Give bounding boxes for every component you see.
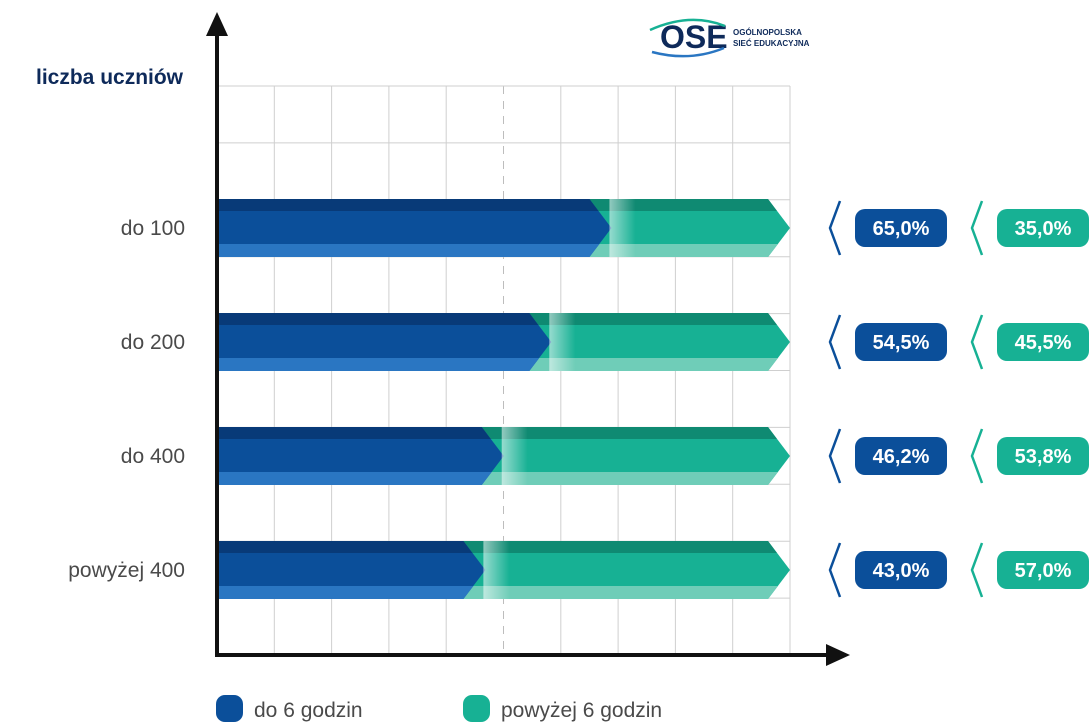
category-label: powyżej 400 (68, 559, 185, 582)
bar-series-1-top-facet (217, 427, 491, 439)
value-label-series-2: 53,8% (1015, 446, 1072, 468)
bar-series-2 (457, 427, 790, 485)
y-axis-arrow (206, 12, 228, 36)
value-badge-series-1 (855, 437, 947, 475)
value-badge-series-1 (855, 209, 947, 247)
value-label-series-2: 35,0% (1015, 218, 1072, 240)
bar-series-1-bottom-facet (217, 472, 492, 485)
legend-label-series-1: do 6 godzin (254, 699, 363, 722)
bar-series-1-bottom-facet (217, 244, 600, 257)
value-badge-series-1 (855, 551, 947, 589)
legend-item-series-1: do 6 godzin (216, 695, 363, 722)
bar-series-1-top-facet (217, 313, 539, 325)
bar-series-2-top-facet (457, 427, 777, 439)
value-label-series-1: 65,0% (873, 218, 930, 240)
badge-bracket-series-2 (970, 428, 984, 484)
badge-bracket-series-2 (970, 314, 984, 370)
badge-bracket-series-2 (970, 200, 984, 256)
value-label-series-1: 43,0% (873, 560, 930, 582)
bar-series-2 (505, 313, 790, 371)
badge-bracket-series-2 (970, 542, 984, 598)
bar-series-1 (217, 541, 486, 599)
legend-swatch-series-1 (216, 695, 243, 722)
axes (206, 12, 850, 666)
legend-label-series-2: powyżej 6 godzin (501, 699, 662, 722)
value-badge-series-1 (855, 323, 947, 361)
category-labels: do 100 do 200 do 400 powyżej 400 (68, 217, 185, 582)
badge-bracket-series-1 (828, 314, 842, 370)
value-label-series-2: 57,0% (1015, 560, 1072, 582)
logo-mark: OSE (660, 19, 728, 55)
value-label-series-2: 45,5% (1015, 332, 1072, 354)
badge-bracket-series-1 (828, 428, 842, 484)
bar-series-2-bottom-facet (505, 358, 778, 371)
legend: do 6 godzin powyżej 6 godzin (216, 695, 662, 722)
category-label: do 400 (121, 445, 185, 468)
logo-swoosh-top (649, 18, 726, 32)
bar-series-1-top-facet (217, 199, 599, 211)
value-badge-series-2 (997, 551, 1089, 589)
logo-line-1: OGÓLNOPOLSKA (733, 28, 802, 37)
y-axis-title: liczba uczniów (36, 66, 184, 89)
badge-bracket-series-1 (828, 200, 842, 256)
bar-series-1 (217, 427, 504, 485)
bar-series-1-bottom-facet (217, 586, 474, 599)
bar-series-2-bottom-facet (439, 586, 778, 599)
badge-bracket-series-1 (828, 542, 842, 598)
bar-series-2-top-facet (439, 541, 777, 553)
bar-series-1 (217, 313, 552, 371)
bar-fade (501, 427, 528, 485)
legend-swatch-series-2 (463, 695, 490, 722)
bar-series-1-top-facet (217, 541, 473, 553)
bars (217, 199, 790, 599)
category-label: do 200 (121, 331, 185, 354)
value-badge-series-2 (997, 323, 1089, 361)
category-label: do 100 (121, 217, 185, 240)
bar-fade (549, 313, 576, 371)
value-badges: 65,0% 35,0% 54,5% 45,5% 46,2% 53,8% 43,0% 57,0% (828, 200, 1089, 598)
value-label-series-1: 54,5% (873, 332, 930, 354)
logo-line-2: SIEĆ EDUKACYJNA (733, 39, 810, 48)
bar-fade (483, 541, 510, 599)
logo-swoosh-bottom (651, 46, 725, 58)
bar-series-2-top-facet (505, 313, 777, 325)
bar-series-2-bottom-facet (457, 472, 778, 485)
legend-item-series-2: powyżej 6 godzin (463, 695, 662, 722)
bar-fade (609, 199, 636, 257)
bar-series-2 (439, 541, 790, 599)
value-label-series-1: 46,2% (873, 446, 930, 468)
value-badge-series-2 (997, 209, 1089, 247)
bar-series-1-bottom-facet (217, 358, 540, 371)
bar-series-1 (217, 199, 612, 257)
value-badge-series-2 (997, 437, 1089, 475)
x-axis-arrow (826, 644, 850, 666)
ose-logo: OSE OGÓLNOPOLSKA SIEĆ EDUKACYJNA (649, 18, 810, 58)
